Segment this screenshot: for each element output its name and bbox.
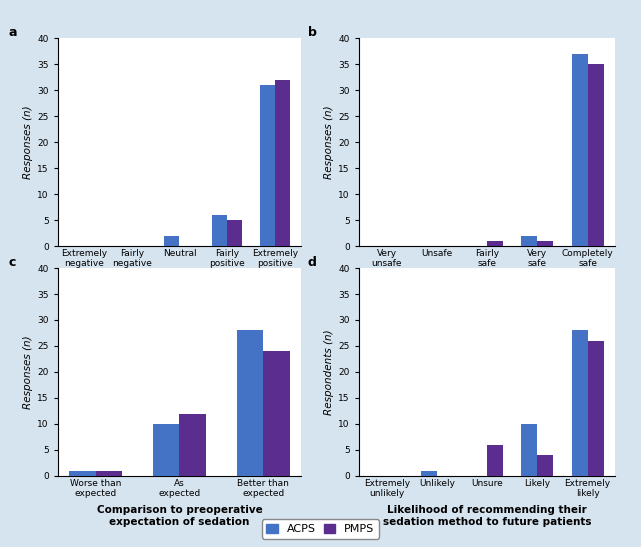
- Bar: [588, 64, 604, 246]
- Bar: [179, 414, 206, 476]
- Bar: [153, 424, 179, 476]
- Bar: [212, 215, 227, 246]
- Bar: [96, 470, 122, 476]
- Legend: ACPS, PMPS: ACPS, PMPS: [262, 519, 379, 539]
- Bar: [487, 445, 503, 476]
- X-axis label: Comparison to preoperative
expectation of sedation: Comparison to preoperative expectation o…: [97, 505, 262, 527]
- Y-axis label: Respondents (n): Respondents (n): [324, 329, 334, 415]
- Bar: [237, 330, 263, 476]
- Text: a: a: [9, 26, 17, 39]
- X-axis label: Likelihood of recommending their
sedation method to future patients: Likelihood of recommending their sedatio…: [383, 505, 592, 527]
- Text: c: c: [9, 255, 17, 269]
- Bar: [537, 455, 553, 476]
- Bar: [588, 341, 604, 476]
- Bar: [487, 241, 503, 246]
- Bar: [521, 236, 537, 246]
- Bar: [260, 85, 275, 246]
- Text: b: b: [308, 26, 317, 39]
- Y-axis label: Responses (n): Responses (n): [324, 106, 334, 179]
- Text: d: d: [308, 255, 317, 269]
- Y-axis label: Responses (n): Responses (n): [23, 335, 33, 409]
- Bar: [69, 470, 96, 476]
- Y-axis label: Responses (n): Responses (n): [23, 106, 33, 179]
- Bar: [421, 470, 437, 476]
- Bar: [227, 220, 242, 246]
- Bar: [275, 80, 290, 246]
- Bar: [537, 241, 553, 246]
- Bar: [263, 351, 290, 476]
- Bar: [521, 424, 537, 476]
- Bar: [164, 236, 179, 246]
- X-axis label: Feeling of safety during sedation: Feeling of safety during sedation: [389, 275, 585, 286]
- Bar: [572, 330, 588, 476]
- X-axis label: Sedation experience: Sedation experience: [119, 275, 240, 286]
- Bar: [572, 54, 588, 246]
